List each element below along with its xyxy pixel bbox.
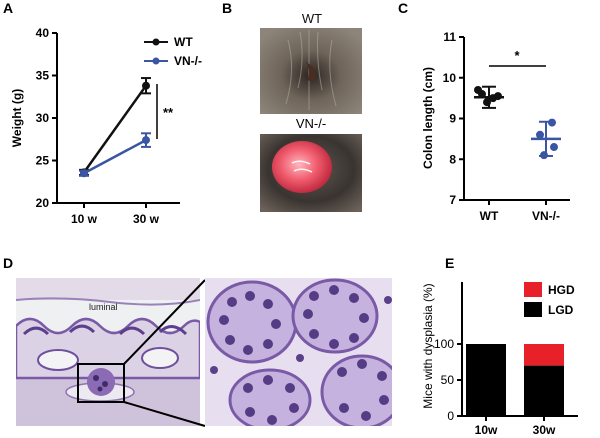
legend-swatch-hgd [524, 282, 542, 297]
a-y-tick-label: 30 [36, 111, 50, 125]
a-data-point [142, 81, 150, 90]
a-data-point [80, 169, 88, 178]
c-y-axis-label: Colon length (cm) [421, 67, 435, 169]
photo-label-vn: VN-/- [296, 116, 326, 131]
panel-label-c: C [398, 0, 408, 16]
a-x-tick-label: 30 w [133, 212, 160, 226]
panel-e-dysplasia-chart: Mice with dysplasia (%) 0 50 100 10w 30w HG… [421, 282, 578, 437]
a-significance-stars: ** [163, 105, 174, 120]
panel-b-photos: WT VN-/- [260, 11, 362, 212]
photo-label-wt: WT [302, 11, 322, 26]
magnified-region-box [77, 363, 125, 403]
a-data-point [142, 136, 150, 145]
c-significance-star: * [514, 48, 520, 63]
luminal-label: luminal [89, 302, 118, 312]
c-data-point [550, 143, 558, 152]
e-y-tick-label: 100 [434, 337, 454, 351]
c-data-point [548, 118, 556, 127]
a-series-line-1 [83, 138, 147, 175]
a-legend: WT VN-/- [144, 35, 202, 68]
c-data-point [540, 151, 548, 160]
wt-anus-shape [306, 62, 316, 82]
c-data-point [494, 92, 502, 101]
c-y-tick-label: 11 [443, 30, 456, 44]
c-data-point [474, 85, 482, 94]
legend-marker-wt [152, 38, 160, 46]
a-series-line-0 [82, 84, 148, 174]
panel-label-e: E [445, 255, 454, 271]
panel-label-a: A [3, 0, 13, 16]
low-mag-histology-image: luminal [16, 278, 200, 426]
c-data-point [536, 130, 544, 139]
c-x-tick-label: WT [480, 209, 499, 223]
legend-label-lgd: LGD [548, 303, 574, 317]
c-y-tick-label: 7 [449, 193, 456, 207]
e-bar-lgd [524, 365, 564, 416]
panel-c-colon-chart: Colon length (cm) 7 8 9 10 11 WT VN-/- * [421, 30, 570, 223]
a-y-tick-label: 20 [36, 196, 50, 210]
c-data-point [483, 98, 491, 107]
legend-label-wt: WT [174, 35, 193, 49]
c-x-tick-label: VN-/- [532, 209, 560, 223]
high-mag-histology-image [205, 278, 392, 426]
e-y-tick-label: 50 [441, 373, 455, 387]
a-y-tick-label: 40 [36, 26, 50, 40]
a-y-tick-label: 35 [36, 69, 50, 83]
e-y-axis-label: Mice with dysplasia (%) [421, 283, 435, 408]
zoom-line-top [123, 279, 206, 365]
a-y-axis-label: Weight (g) [10, 89, 24, 147]
c-y-tick-label: 10 [443, 71, 457, 85]
legend-label-vn: VN-/- [174, 54, 202, 68]
a-y-tick-label: 25 [36, 154, 50, 168]
e-x-tick-label: 10w [475, 423, 498, 437]
e-bar-hgd [524, 344, 564, 366]
e-legend: HGD LGD [524, 282, 575, 317]
c-y-tick-label: 9 [449, 112, 456, 126]
e-x-tick-label: 30w [533, 423, 556, 437]
rectal-prolapse-shape [272, 141, 332, 193]
legend-marker-vn [152, 57, 160, 65]
legend-label-hgd: HGD [548, 283, 575, 297]
panel-label-d: D [3, 255, 13, 271]
e-y-tick-label: 0 [447, 409, 454, 423]
e-bar-lgd [466, 344, 506, 416]
zoom-line-bottom [123, 401, 206, 427]
c-y-tick-label: 8 [449, 152, 456, 166]
panel-label-b: B [222, 0, 232, 16]
panel-d-histology: luminal [16, 278, 392, 427]
a-x-tick-label: 10 w [71, 212, 98, 226]
panel-a-weight-chart: Weight (g) 20 25 30 35 40 10 w 30 w ** WT VN-… [10, 26, 202, 226]
legend-swatch-lgd [524, 302, 542, 317]
